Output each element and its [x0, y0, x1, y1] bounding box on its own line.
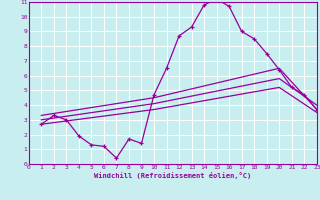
X-axis label: Windchill (Refroidissement éolien,°C): Windchill (Refroidissement éolien,°C) [94, 172, 252, 179]
